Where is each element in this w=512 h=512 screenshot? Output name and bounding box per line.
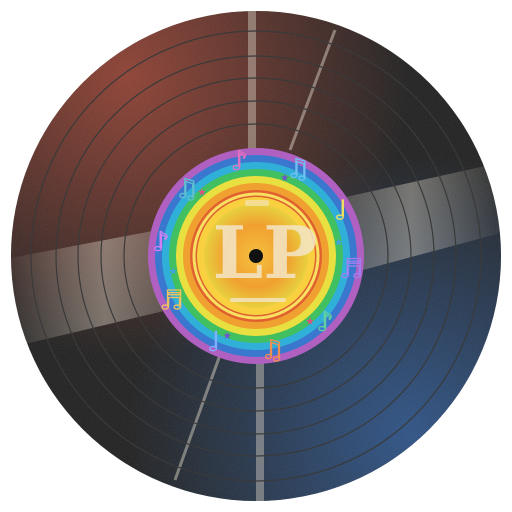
label-lp-text: LP [213,210,318,295]
music-note-icon: ♩ [335,196,347,226]
label-top-mark [245,200,269,206]
music-notes-ring: ♪ ♫♩♬♪♫♩♬♪♫ ★★★★★★ [152,146,363,366]
label-underline [230,298,286,302]
music-note-icon: ♬ [339,254,362,284]
music-note-icon: ♫ [261,336,284,366]
groove-ring [30,30,482,482]
spindle-hole [249,249,263,263]
label-inner-halo [192,192,320,320]
music-note-icon: ♬ [160,286,183,316]
groove-ring [77,77,435,435]
groove-ring [55,55,457,457]
groove-ring [123,123,389,389]
music-note-icon: ♫ [286,155,309,185]
music-note-icon: ♪ [317,308,334,338]
music-note-icon: ♪ [153,228,170,258]
star-icon: ★ [198,188,207,199]
star-icon: ★ [169,267,178,278]
groove-ring [100,100,412,412]
music-note-icon: ♩ [208,327,220,357]
record-label [148,148,364,364]
music-note-icon: ♫ [175,174,198,204]
star-icon: ★ [223,331,232,342]
star-icon: ★ [280,173,289,184]
star-icon: ★ [306,316,315,327]
star-icon: ★ [334,237,343,248]
music-note-icon: ♪ [231,146,248,176]
record-grooves [30,30,482,482]
